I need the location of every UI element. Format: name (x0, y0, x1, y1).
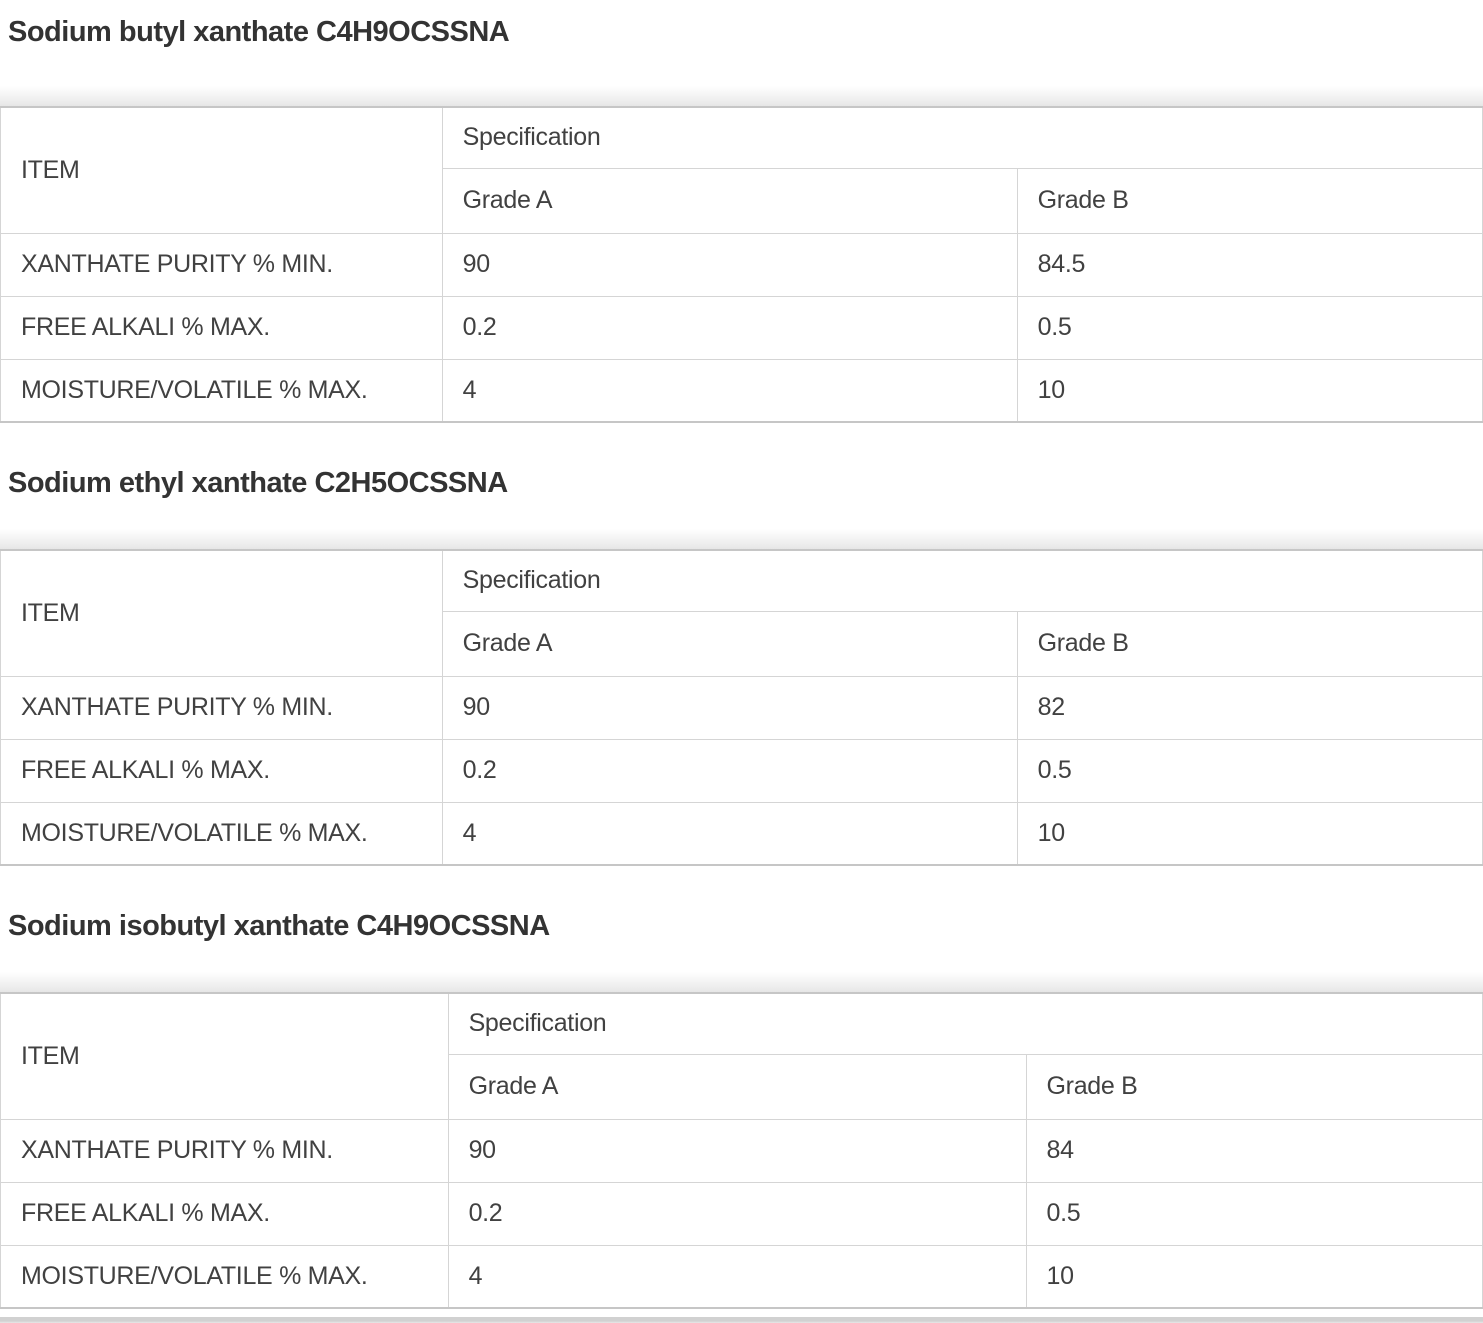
item-header-cell: ITEM (0, 549, 443, 677)
table-subheader-row: Grade A Grade B (1, 167, 1483, 234)
grade-b-header-cell: Grade B (1025, 1053, 1483, 1120)
grade-a-value-cell: 90 (441, 232, 1018, 297)
grade-a-value-cell: 90 (441, 675, 1018, 740)
table-row: XANTHATE PURITY % MIN. 90 84 (0, 1118, 1483, 1183)
row-label-cell: XANTHATE PURITY % MIN. (0, 675, 443, 740)
row-label-cell: FREE ALKALI % MAX. (0, 295, 443, 360)
section-sodium-ethyl-xanthate: Sodium ethyl xanthate C2H5OCSSNA ITEM Sp… (0, 465, 1483, 866)
grade-a-value-cell: 0.2 (447, 1181, 1027, 1246)
specification-header-cell: Specification (447, 992, 1483, 1055)
row-label-cell: FREE ALKALI % MAX. (0, 738, 443, 803)
grade-a-header-cell: Grade A (447, 1053, 1027, 1120)
table-row: FREE ALKALI % MAX. 0.2 0.5 (0, 1181, 1483, 1246)
spec-table-isobutyl: ITEM Specification Grade A Grade B XANTH… (0, 992, 1483, 1309)
row-label-cell: MOISTURE/VOLATILE % MAX. (0, 1244, 449, 1309)
table-top-shadow (0, 972, 1483, 992)
grade-b-value-cell: 84 (1025, 1118, 1483, 1183)
table-row: MOISTURE/VOLATILE % MAX. 4 10 (0, 1244, 1483, 1309)
grade-b-value-cell: 0.5 (1016, 738, 1483, 803)
grade-b-value-cell: 10 (1016, 801, 1483, 866)
grade-b-value-cell: 0.5 (1016, 295, 1483, 360)
grade-a-value-cell: 0.2 (441, 738, 1018, 803)
item-header-cell: ITEM (0, 106, 443, 234)
grade-a-value-cell: 0.2 (441, 295, 1018, 360)
grade-b-value-cell: 10 (1025, 1244, 1483, 1309)
grade-b-value-cell: 0.5 (1025, 1181, 1483, 1246)
table-subheader-row: Grade A Grade B (1, 1053, 1483, 1120)
bottom-edge-bar (0, 1317, 1483, 1323)
grade-a-value-cell: 4 (441, 801, 1018, 866)
grade-b-header-cell: Grade B (1016, 610, 1483, 677)
grade-b-value-cell: 10 (1016, 358, 1483, 423)
section-heading: Sodium ethyl xanthate C2H5OCSSNA (8, 467, 508, 499)
grade-a-value-cell: 90 (447, 1118, 1027, 1183)
grade-a-value-cell: 4 (447, 1244, 1027, 1309)
grade-b-value-cell: 84.5 (1016, 232, 1483, 297)
row-label-cell: MOISTURE/VOLATILE % MAX. (0, 358, 443, 423)
table-row: FREE ALKALI % MAX. 0.2 0.5 (0, 738, 1483, 803)
spec-table-butyl: ITEM Specification Grade A Grade B XANTH… (0, 106, 1483, 423)
table-header-row: ITEM Specification (0, 992, 1483, 1120)
table-header-row: ITEM Specification (0, 549, 1483, 677)
row-label-cell: MOISTURE/VOLATILE % MAX. (0, 801, 443, 866)
item-header-cell: ITEM (0, 992, 449, 1120)
grade-b-header-cell: Grade B (1016, 167, 1483, 234)
row-label-cell: FREE ALKALI % MAX. (0, 1181, 449, 1246)
grade-a-value-cell: 4 (441, 358, 1018, 423)
row-label-cell: XANTHATE PURITY % MIN. (0, 1118, 449, 1183)
table-top-shadow (0, 529, 1483, 549)
grade-a-header-cell: Grade A (441, 167, 1018, 234)
section-heading: Sodium isobutyl xanthate C4H9OCSSNA (8, 910, 550, 942)
grade-a-header-cell: Grade A (441, 610, 1018, 677)
table-row: MOISTURE/VOLATILE % MAX. 4 10 (0, 801, 1483, 866)
row-label-cell: XANTHATE PURITY % MIN. (0, 232, 443, 297)
table-top-shadow (0, 86, 1483, 106)
section-sodium-isobutyl-xanthate: Sodium isobutyl xanthate C4H9OCSSNA ITEM… (0, 908, 1483, 1309)
specification-header-cell: Specification (441, 106, 1483, 169)
specification-header-cell: Specification (441, 549, 1483, 612)
table-row: MOISTURE/VOLATILE % MAX. 4 10 (0, 358, 1483, 423)
spec-table-ethyl: ITEM Specification Grade A Grade B XANTH… (0, 549, 1483, 866)
table-row: FREE ALKALI % MAX. 0.2 0.5 (0, 295, 1483, 360)
table-header-row: ITEM Specification (0, 106, 1483, 234)
section-heading: Sodium butyl xanthate C4H9OCSSNA (8, 16, 510, 48)
section-sodium-butyl-xanthate: Sodium butyl xanthate C4H9OCSSNA ITEM Sp… (0, 14, 1483, 423)
table-row: XANTHATE PURITY % MIN. 90 84.5 (0, 232, 1483, 297)
grade-b-value-cell: 82 (1016, 675, 1483, 740)
table-row: XANTHATE PURITY % MIN. 90 82 (0, 675, 1483, 740)
